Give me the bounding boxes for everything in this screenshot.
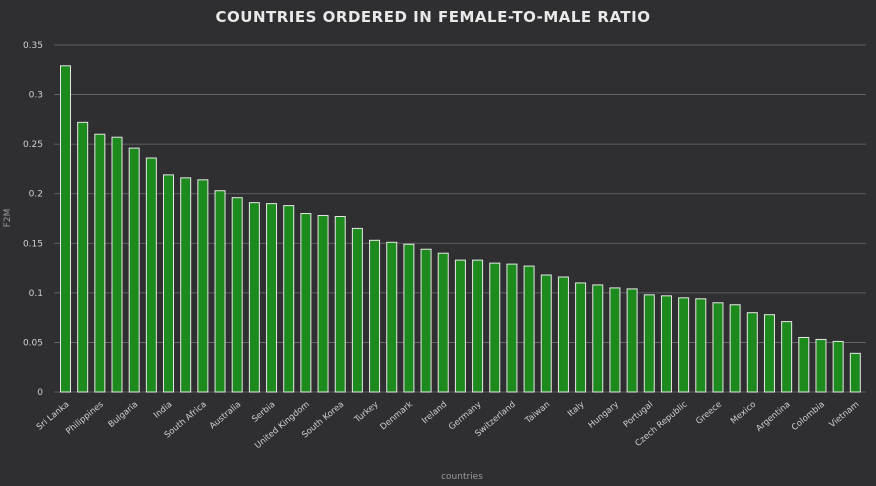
bar (575, 282, 587, 393)
y-axis-ticks: 0 0.05 0.1 0.15 0.2 0.25 0.3 0.35 (23, 41, 43, 398)
chart-title: COUNTRIES ORDERED IN FEMALE-TO-MALE RATI… (216, 8, 651, 26)
y-axis-label: F2M (3, 209, 13, 228)
bar (60, 65, 71, 393)
bar (231, 197, 243, 393)
bar (386, 241, 398, 393)
bar (798, 336, 810, 393)
y-tick-label: 0.3 (29, 91, 43, 101)
y-tick-label: 0.05 (23, 338, 43, 348)
bar (815, 338, 827, 393)
x-tick-label: Turkey (352, 400, 380, 426)
bar (300, 213, 312, 393)
bar (472, 259, 484, 393)
bar (128, 147, 140, 393)
x-tick-label: Portugal (622, 400, 655, 430)
bar (283, 205, 295, 393)
bar (111, 136, 123, 393)
x-tick-label: Taiwan (523, 400, 552, 427)
bar (678, 297, 690, 393)
x-tick-label: Philippines (64, 399, 106, 436)
bar (317, 215, 329, 393)
bar (163, 174, 175, 393)
x-axis-label: countries (441, 472, 483, 482)
bar (145, 157, 157, 393)
bar (695, 298, 707, 393)
bars (60, 65, 861, 393)
y-tick-label: 0.2 (29, 190, 43, 200)
bar (763, 314, 775, 393)
bar (540, 274, 552, 393)
bar (746, 312, 758, 393)
y-tick-label: 0.25 (23, 140, 43, 150)
x-tick-label: Italy (566, 400, 587, 420)
bar (489, 262, 501, 393)
bar (523, 265, 535, 393)
x-tick-label: Ireland (420, 400, 449, 427)
y-tick-label: 0.35 (23, 41, 43, 51)
x-tick-label: Greece (694, 400, 724, 427)
bar (626, 288, 638, 393)
x-tick-label: Australia (208, 400, 243, 432)
bar (557, 276, 569, 393)
x-tick-label: Serbia (250, 400, 277, 425)
bar (77, 121, 89, 393)
x-tick-label: Argentina (754, 400, 792, 434)
bar (248, 202, 260, 393)
x-tick-label: Bulgaria (107, 400, 140, 430)
x-tick-label: Mexico (729, 400, 758, 427)
x-tick-label: Denmark (378, 400, 414, 433)
bar (609, 287, 621, 393)
bar (712, 302, 724, 393)
x-tick-label: Hungary (587, 400, 621, 431)
bar (197, 179, 209, 393)
bar (592, 284, 604, 393)
bar (729, 304, 741, 393)
bar (214, 190, 226, 393)
bar (849, 352, 861, 393)
bar (454, 259, 466, 393)
x-tick-label: Vietnam (828, 400, 862, 430)
y-tick-label: 0.1 (29, 289, 43, 299)
bar (643, 294, 655, 393)
x-tick-label: India (152, 400, 174, 421)
bar (334, 216, 346, 393)
bar (781, 321, 793, 393)
y-tick-label: 0.15 (23, 239, 43, 249)
bar (832, 340, 844, 393)
x-tick-label: Colombia (790, 400, 827, 433)
bar (94, 133, 106, 393)
bar (180, 177, 192, 393)
bar (420, 248, 432, 393)
bar (369, 239, 381, 393)
bar (660, 295, 672, 393)
bar (403, 243, 415, 393)
bar (266, 203, 278, 393)
bar (437, 252, 449, 393)
bar (506, 263, 518, 393)
bar (351, 227, 363, 393)
y-tick-label: 0 (37, 388, 43, 398)
